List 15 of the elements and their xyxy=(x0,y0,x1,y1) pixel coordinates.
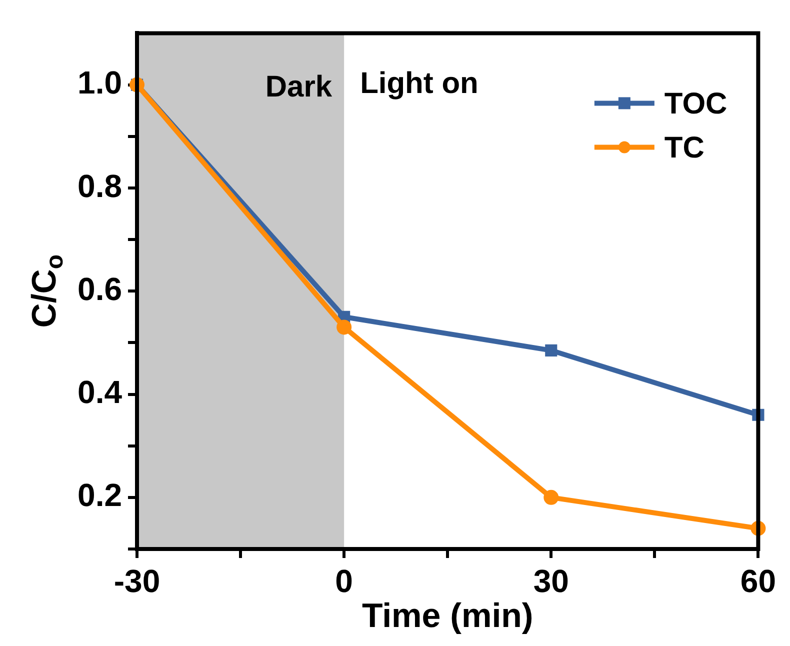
y-axis-title: C/Co xyxy=(25,254,69,328)
y-tick-label: 1.0 xyxy=(78,64,122,101)
y-tick-label: 0.6 xyxy=(78,270,122,307)
band-label: Dark xyxy=(265,70,332,104)
legend-label: TC xyxy=(664,131,704,164)
y-tick-label: 0.8 xyxy=(78,168,122,204)
legend-label: TOC xyxy=(664,87,728,120)
x-tick-label: 30 xyxy=(533,563,569,600)
y-tick-label: 0.4 xyxy=(78,374,122,410)
x-tick-label: -30 xyxy=(114,563,160,600)
annotation: Light on xyxy=(360,67,478,100)
x-axis-title: Time (min) xyxy=(362,596,534,635)
x-tick-label: 0 xyxy=(335,563,353,600)
y-tick-label: 0.2 xyxy=(78,477,122,514)
x-tick-label: 60 xyxy=(740,563,776,600)
